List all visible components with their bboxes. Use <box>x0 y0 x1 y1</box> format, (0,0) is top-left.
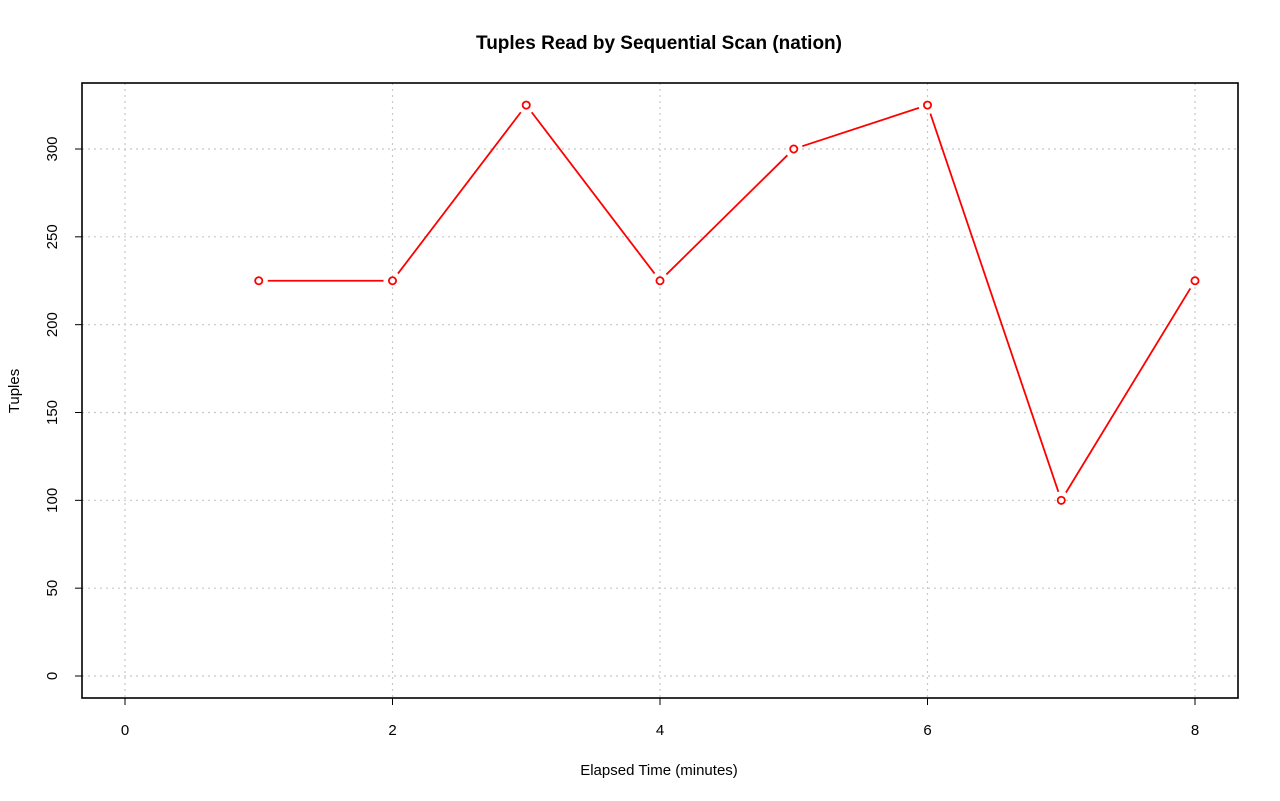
x-tick-label: 0 <box>121 722 129 739</box>
y-tick-label: 300 <box>44 136 61 161</box>
data-point-marker <box>1056 495 1066 505</box>
y-tick-label: 50 <box>44 580 61 597</box>
x-axis: 0 2 4 6 8 <box>121 698 1199 739</box>
series-line-segment <box>1065 287 1192 494</box>
y-tick-label: 0 <box>44 672 61 680</box>
data-point-marker <box>1190 276 1200 286</box>
data-point-marker <box>254 276 264 286</box>
x-tick-label: 2 <box>388 722 396 739</box>
y-tick-label: 100 <box>44 488 61 513</box>
y-tick-label: 250 <box>44 224 61 249</box>
data-point-marker <box>387 276 397 286</box>
y-tick-label: 200 <box>44 312 61 337</box>
data-point-marker <box>789 144 799 154</box>
series-layer <box>254 100 1200 505</box>
x-tick-label: 8 <box>1191 722 1199 739</box>
series-line-segment <box>929 113 1060 493</box>
series-line-segment <box>530 111 656 275</box>
series-line-segment <box>397 111 522 275</box>
y-axis: 0 50 100 150 200 250 300 <box>44 136 82 680</box>
y-tick-label: 150 <box>44 400 61 425</box>
x-axis-label: Elapsed Time (minutes) <box>580 762 738 779</box>
x-tick-label: 4 <box>656 722 664 739</box>
series-line-segment <box>665 154 788 276</box>
x-tick-label: 6 <box>923 722 931 739</box>
data-point-marker <box>923 100 933 110</box>
series-line-segment <box>802 107 920 148</box>
data-point-marker <box>655 276 665 286</box>
grid <box>82 83 1238 698</box>
chart-title: Tuples Read by Sequential Scan (nation) <box>476 33 842 54</box>
data-point-marker <box>521 100 531 110</box>
y-axis-label: Tuples <box>6 369 23 413</box>
